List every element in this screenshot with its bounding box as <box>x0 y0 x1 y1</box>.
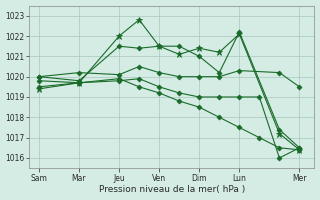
X-axis label: Pression niveau de la mer( hPa ): Pression niveau de la mer( hPa ) <box>99 185 245 194</box>
